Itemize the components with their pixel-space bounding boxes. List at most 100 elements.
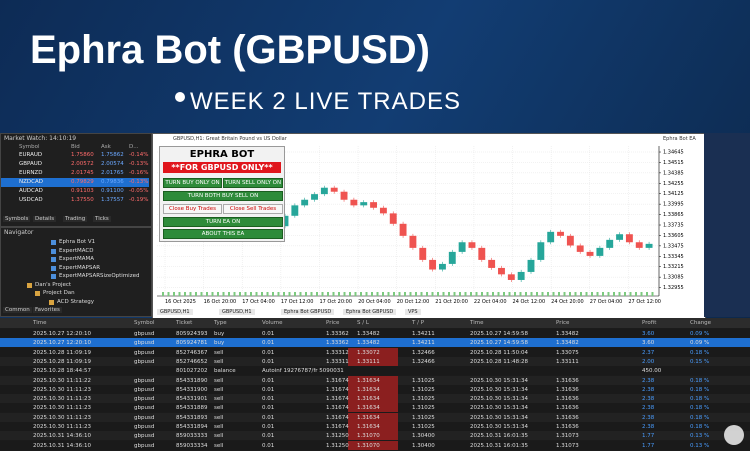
cell: 3.60	[642, 340, 655, 347]
volume-bar	[563, 292, 566, 296]
y-tick-label: 1.34645	[663, 150, 684, 156]
folder-icon	[51, 248, 56, 254]
x-tick-label: 16 Oct 20:00	[204, 299, 237, 305]
zoom-button[interactable]	[724, 425, 744, 445]
cell: 0.18 %	[690, 377, 710, 384]
volume-bar	[261, 292, 263, 296]
x-tick-label: 16 Oct 2025	[165, 299, 196, 305]
volume-bar	[624, 292, 626, 296]
volume-bar	[415, 292, 417, 296]
cell: 0.01	[262, 340, 275, 347]
cell: 0.01	[262, 433, 275, 440]
volume-bar	[442, 292, 445, 296]
volume-bar	[387, 292, 390, 296]
volume-bar	[580, 292, 582, 296]
candle	[320, 187, 328, 195]
cell: 2025.10.28 11:09:19	[33, 358, 91, 365]
cell: 2025.10.30 11:11:23	[33, 414, 91, 421]
candle	[409, 235, 417, 248]
cell: 1.31634	[357, 424, 380, 430]
cell: 2025.10.31 16:01:35	[470, 442, 528, 449]
volume-bar	[519, 292, 522, 296]
column-header: Bid	[71, 144, 80, 150]
volume-bar	[514, 292, 516, 296]
cell: gbpusd	[134, 433, 155, 440]
ea-button[interactable]: ABOUT THIS EA	[163, 229, 283, 239]
volume-bar	[189, 292, 192, 296]
cell: 2025.10.30 11:11:23	[33, 386, 91, 393]
column-header: Price	[556, 320, 570, 326]
panel-title: Market Watch: 14:10:19	[4, 135, 77, 142]
ea-button[interactable]: Close Sell Trades	[223, 204, 283, 214]
nav-item[interactable]: ACD Strategy	[57, 298, 95, 305]
cell: 2025.10.28 11:48:28	[470, 358, 528, 365]
volume-bar	[299, 292, 302, 296]
cell: 852746652	[176, 358, 208, 365]
column-header: Change	[690, 320, 712, 326]
sl-highlight	[348, 394, 398, 404]
cell: 2025.10.31 14:36:10	[33, 433, 91, 440]
candle	[301, 199, 309, 206]
chart-tab[interactable]: GBPUSD,H1	[157, 309, 193, 315]
ea-button[interactable]: Close Buy Trades	[163, 204, 222, 214]
tab[interactable]: Ticks	[93, 216, 111, 222]
tab[interactable]: Common	[3, 307, 32, 313]
ea-button[interactable]: TURN SELL ONLY ON	[223, 178, 283, 188]
y-tick-label: 1.34385	[663, 170, 684, 176]
cell: -0.14%	[129, 152, 149, 158]
cell: 0.01	[262, 396, 275, 403]
y-tick-label: 1.33865	[663, 212, 684, 218]
x-tick-label: 20 Oct 12:00	[397, 299, 430, 305]
nav-item[interactable]: ExpertMAMA	[59, 256, 95, 262]
cell: 1.33482	[556, 340, 579, 347]
cell: 1.31636	[556, 386, 579, 393]
nav-item[interactable]: Project Dan	[43, 290, 75, 296]
tab[interactable]: Favorites	[33, 307, 62, 313]
cell: 1.31634	[357, 405, 380, 412]
cell: 1.77	[642, 442, 655, 449]
chart-window: GBPUSD,H1: Great Britain Pound vs US Dol…	[152, 133, 706, 319]
candle	[498, 267, 505, 275]
nav-item[interactable]: ExpertMAPSAR	[59, 264, 101, 271]
chart-tab[interactable]: GBPUSD,H1	[219, 309, 255, 315]
cell: 854331900	[176, 386, 208, 393]
cell: gbpusd	[134, 405, 155, 412]
tab[interactable]: Trading	[63, 216, 88, 222]
ea-panel: EPHRA BOT **FOR GBPUSD ONLY** TURN BUY ONL…	[159, 146, 285, 242]
cell: -0.13%	[129, 179, 149, 185]
cell: -0.13%	[129, 161, 149, 167]
volume-bar	[585, 292, 588, 296]
panel-title: Navigator	[4, 229, 34, 236]
tab[interactable]: Details	[33, 216, 57, 222]
cell: sell	[214, 349, 224, 356]
cell: sell	[214, 442, 224, 449]
tab[interactable]: Symbols	[3, 216, 31, 222]
chart-tab[interactable]: VPS	[405, 309, 421, 315]
nav-item[interactable]: ExpertMAPSARSizeOptimized	[59, 273, 140, 279]
cell: sell	[214, 405, 224, 412]
cell: sell	[214, 424, 224, 430]
cell: buy	[214, 340, 225, 347]
chart-tab[interactable]: Ephra Bot GBPUSD	[281, 309, 335, 315]
cell: 2025.10.30 15:31:34	[470, 386, 528, 393]
cell: 1.31025	[412, 377, 435, 384]
column-header: Price	[326, 320, 340, 326]
x-tick-label: 27 Oct 12:00	[628, 299, 661, 305]
ea-button[interactable]: TURN BOTH BUY SELL ON	[163, 191, 283, 201]
cell: 1.75860	[71, 152, 94, 158]
volume-bar	[228, 292, 230, 296]
cell: sell	[214, 358, 224, 365]
chart-tab[interactable]: Ephra Bot GBPUSD	[343, 309, 397, 315]
nav-item[interactable]: Dan's Project	[35, 281, 72, 288]
candle	[586, 251, 594, 256]
ea-button[interactable]: TURN BUY ONLY ON	[163, 178, 222, 188]
cell: 854331893	[176, 414, 208, 421]
nav-item[interactable]: ExpertMACD	[59, 247, 94, 254]
cell: 1.31636	[556, 396, 579, 403]
cell: 2.38	[642, 405, 655, 412]
volume-bar	[343, 292, 346, 296]
volume-bar	[294, 292, 296, 296]
ea-button[interactable]: TURN EA ON	[163, 217, 283, 227]
volume-bar	[376, 292, 379, 296]
nav-item[interactable]: Ephra Bot V1	[59, 239, 96, 245]
